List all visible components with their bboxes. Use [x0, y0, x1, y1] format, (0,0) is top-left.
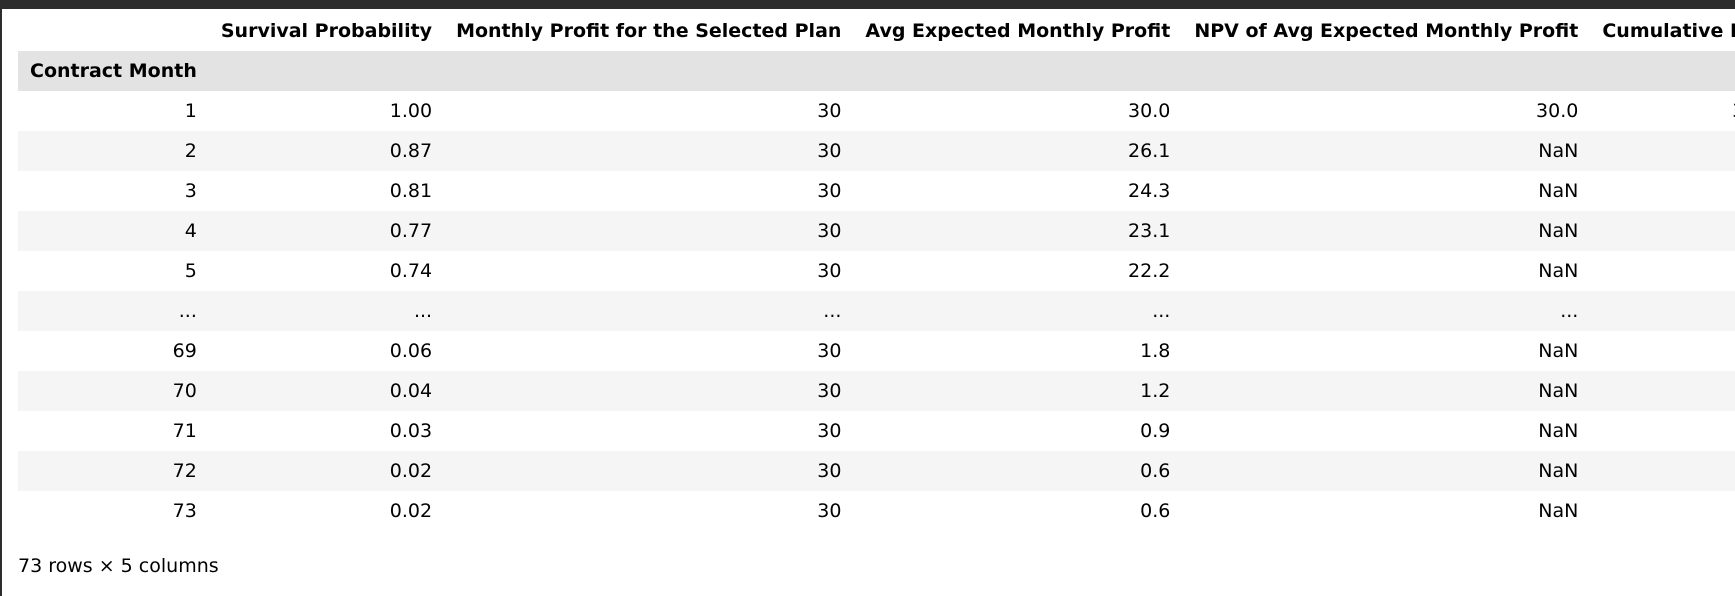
- table-cell: 0.02: [389, 500, 433, 522]
- table-cell: ...: [413, 300, 433, 322]
- table-cell: 30: [817, 380, 842, 402]
- row-index: 2: [184, 140, 197, 162]
- table-row: 1 1.00 30 30.0 30.0 30.0: [18, 91, 1735, 131]
- table-cell: 0.87: [389, 140, 433, 162]
- table-cell: 26.1: [1128, 140, 1171, 162]
- table-cell: 22.2: [1128, 260, 1171, 282]
- row-index: 1: [184, 100, 197, 122]
- table-row: 73 0.02 30 0.6 NaN NaN: [18, 491, 1735, 531]
- table-cell: NaN: [1590, 491, 1735, 531]
- table-cell: NaN: [1590, 371, 1735, 411]
- table-row: 71 0.03 30 0.9 NaN NaN: [18, 411, 1735, 451]
- row-index: 70: [172, 380, 197, 402]
- table-cell: NaN: [1538, 500, 1579, 522]
- row-index: 73: [172, 500, 197, 522]
- table-body: 1 1.00 30 30.0 30.0 30.0 2 0.87 30 26.1 …: [18, 91, 1735, 531]
- row-index: 72: [172, 460, 197, 482]
- index-name-row: Contract Month: [18, 51, 1735, 91]
- cell-top-border: [0, 0, 1735, 9]
- corner-cell: [18, 11, 209, 51]
- table-cell: NaN: [1590, 171, 1735, 211]
- row-index: 71: [172, 420, 197, 442]
- table-cell: NaN: [1538, 260, 1579, 282]
- table-row: 69 0.06 30 1.8 NaN NaN: [18, 331, 1735, 371]
- cell-left-border: [0, 0, 2, 596]
- table-cell: 30.0: [1536, 100, 1579, 122]
- table-row: 3 0.81 30 24.3 NaN NaN: [18, 171, 1735, 211]
- table-cell: NaN: [1538, 180, 1579, 202]
- column-header: Survival Probability: [208, 11, 445, 51]
- table-cell: 30: [817, 260, 842, 282]
- table-cell: NaN: [1538, 140, 1579, 162]
- table-row: 5 0.74 30 22.2 NaN NaN: [18, 251, 1735, 291]
- table-cell: ...: [823, 300, 842, 322]
- table-row: 72 0.02 30 0.6 NaN NaN: [18, 451, 1735, 491]
- row-index: 4: [184, 220, 197, 242]
- table-cell: 0.04: [389, 380, 433, 402]
- table-cell: 30: [817, 500, 842, 522]
- table-cell: NaN: [1590, 451, 1735, 491]
- table-cell: NaN: [1590, 251, 1735, 291]
- table-cell: 30: [817, 460, 842, 482]
- table-cell: 0.6: [1140, 500, 1171, 522]
- table-cell: 0.6: [1140, 460, 1171, 482]
- column-header: Cumulative NPV: [1590, 11, 1735, 51]
- table-cell: 1.8: [1140, 340, 1171, 362]
- table-cell: NaN: [1538, 460, 1579, 482]
- table-cell: ...: [1590, 291, 1735, 331]
- table-row: 4 0.77 30 23.1 NaN NaN: [18, 211, 1735, 251]
- table-cell: NaN: [1538, 220, 1579, 242]
- cell-output: Survival Probability Monthly Profit for …: [18, 11, 1735, 577]
- table-cell: 1.00: [389, 100, 433, 122]
- table-cell: NaN: [1590, 131, 1735, 171]
- table-cell: NaN: [1590, 411, 1735, 451]
- column-header: Avg Expected Monthly Profit: [853, 11, 1183, 51]
- table-cell: NaN: [1538, 420, 1579, 442]
- row-index: 3: [184, 180, 197, 202]
- table-cell: 0.03: [389, 420, 433, 442]
- column-header: NPV of Avg Expected Monthly Profit: [1182, 11, 1591, 51]
- table-cell: 0.74: [389, 260, 433, 282]
- table-cell: NaN: [1538, 380, 1579, 402]
- column-header: Monthly Profit for the Selected Plan: [444, 11, 854, 51]
- table-cell: 0.02: [389, 460, 433, 482]
- table-cell: 30: [817, 340, 842, 362]
- row-index: ...: [178, 300, 197, 322]
- table-cell: 30: [817, 180, 842, 202]
- table-cell: 0.06: [389, 340, 433, 362]
- table-cell: 0.77: [389, 220, 433, 242]
- dataframe-shape-summary: 73 rows × 5 columns: [18, 555, 219, 577]
- table-row: 2 0.87 30 26.1 NaN NaN: [18, 131, 1735, 171]
- table-cell: 30.0: [1590, 91, 1735, 131]
- table-cell: 30.0: [1128, 100, 1171, 122]
- table-cell: 30: [817, 420, 842, 442]
- table-cell: 0.9: [1140, 420, 1171, 442]
- table-cell: 1.2: [1140, 380, 1171, 402]
- table-cell: 30: [817, 220, 842, 242]
- table-cell: NaN: [1590, 211, 1735, 251]
- table-cell: 23.1: [1128, 220, 1171, 242]
- table-row: 70 0.04 30 1.2 NaN NaN: [18, 371, 1735, 411]
- table-cell: ...: [1560, 300, 1579, 322]
- table-cell: NaN: [1538, 340, 1579, 362]
- table-cell: 30: [817, 140, 842, 162]
- row-index: 69: [172, 340, 197, 362]
- index-name: Contract Month: [18, 51, 209, 91]
- table-cell: ...: [1152, 300, 1171, 322]
- table-cell: NaN: [1590, 331, 1735, 371]
- table-cell: 0.81: [389, 180, 433, 202]
- table-cell: 24.3: [1128, 180, 1171, 202]
- table-row-ellipsis: ... ... ... ... ... ...: [18, 291, 1735, 331]
- column-header-row: Survival Probability Monthly Profit for …: [18, 11, 1735, 51]
- dataframe-table: Survival Probability Monthly Profit for …: [18, 11, 1735, 531]
- table-cell: 30: [817, 100, 842, 122]
- row-index: 5: [184, 260, 197, 282]
